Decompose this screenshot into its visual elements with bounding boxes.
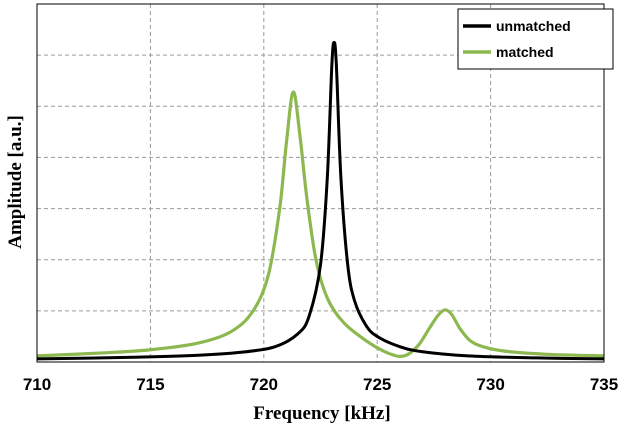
legend: unmatched matched xyxy=(457,8,614,70)
y-axis-title: Amplitude [a.u.] xyxy=(5,115,26,249)
plot-frame xyxy=(36,3,605,363)
x-tick-label: 720 xyxy=(250,375,278,394)
x-tick-label: 710 xyxy=(23,375,51,394)
series-layer xyxy=(36,40,605,361)
x-tick-label: 735 xyxy=(590,375,618,394)
x-ticks: 710 715 720 725 730 735 xyxy=(23,375,618,394)
series-line-unmatched xyxy=(36,40,605,361)
legend-box xyxy=(457,8,614,70)
legend-label-matched: matched xyxy=(496,44,554,60)
x-axis-title: Frequency [kHz] xyxy=(253,403,390,424)
series-line-matched xyxy=(36,90,605,358)
x-tick-label: 715 xyxy=(136,375,164,394)
x-tick-label: 730 xyxy=(476,375,504,394)
legend-label-unmatched: unmatched xyxy=(496,18,571,34)
x-tick-label: 725 xyxy=(363,375,391,394)
